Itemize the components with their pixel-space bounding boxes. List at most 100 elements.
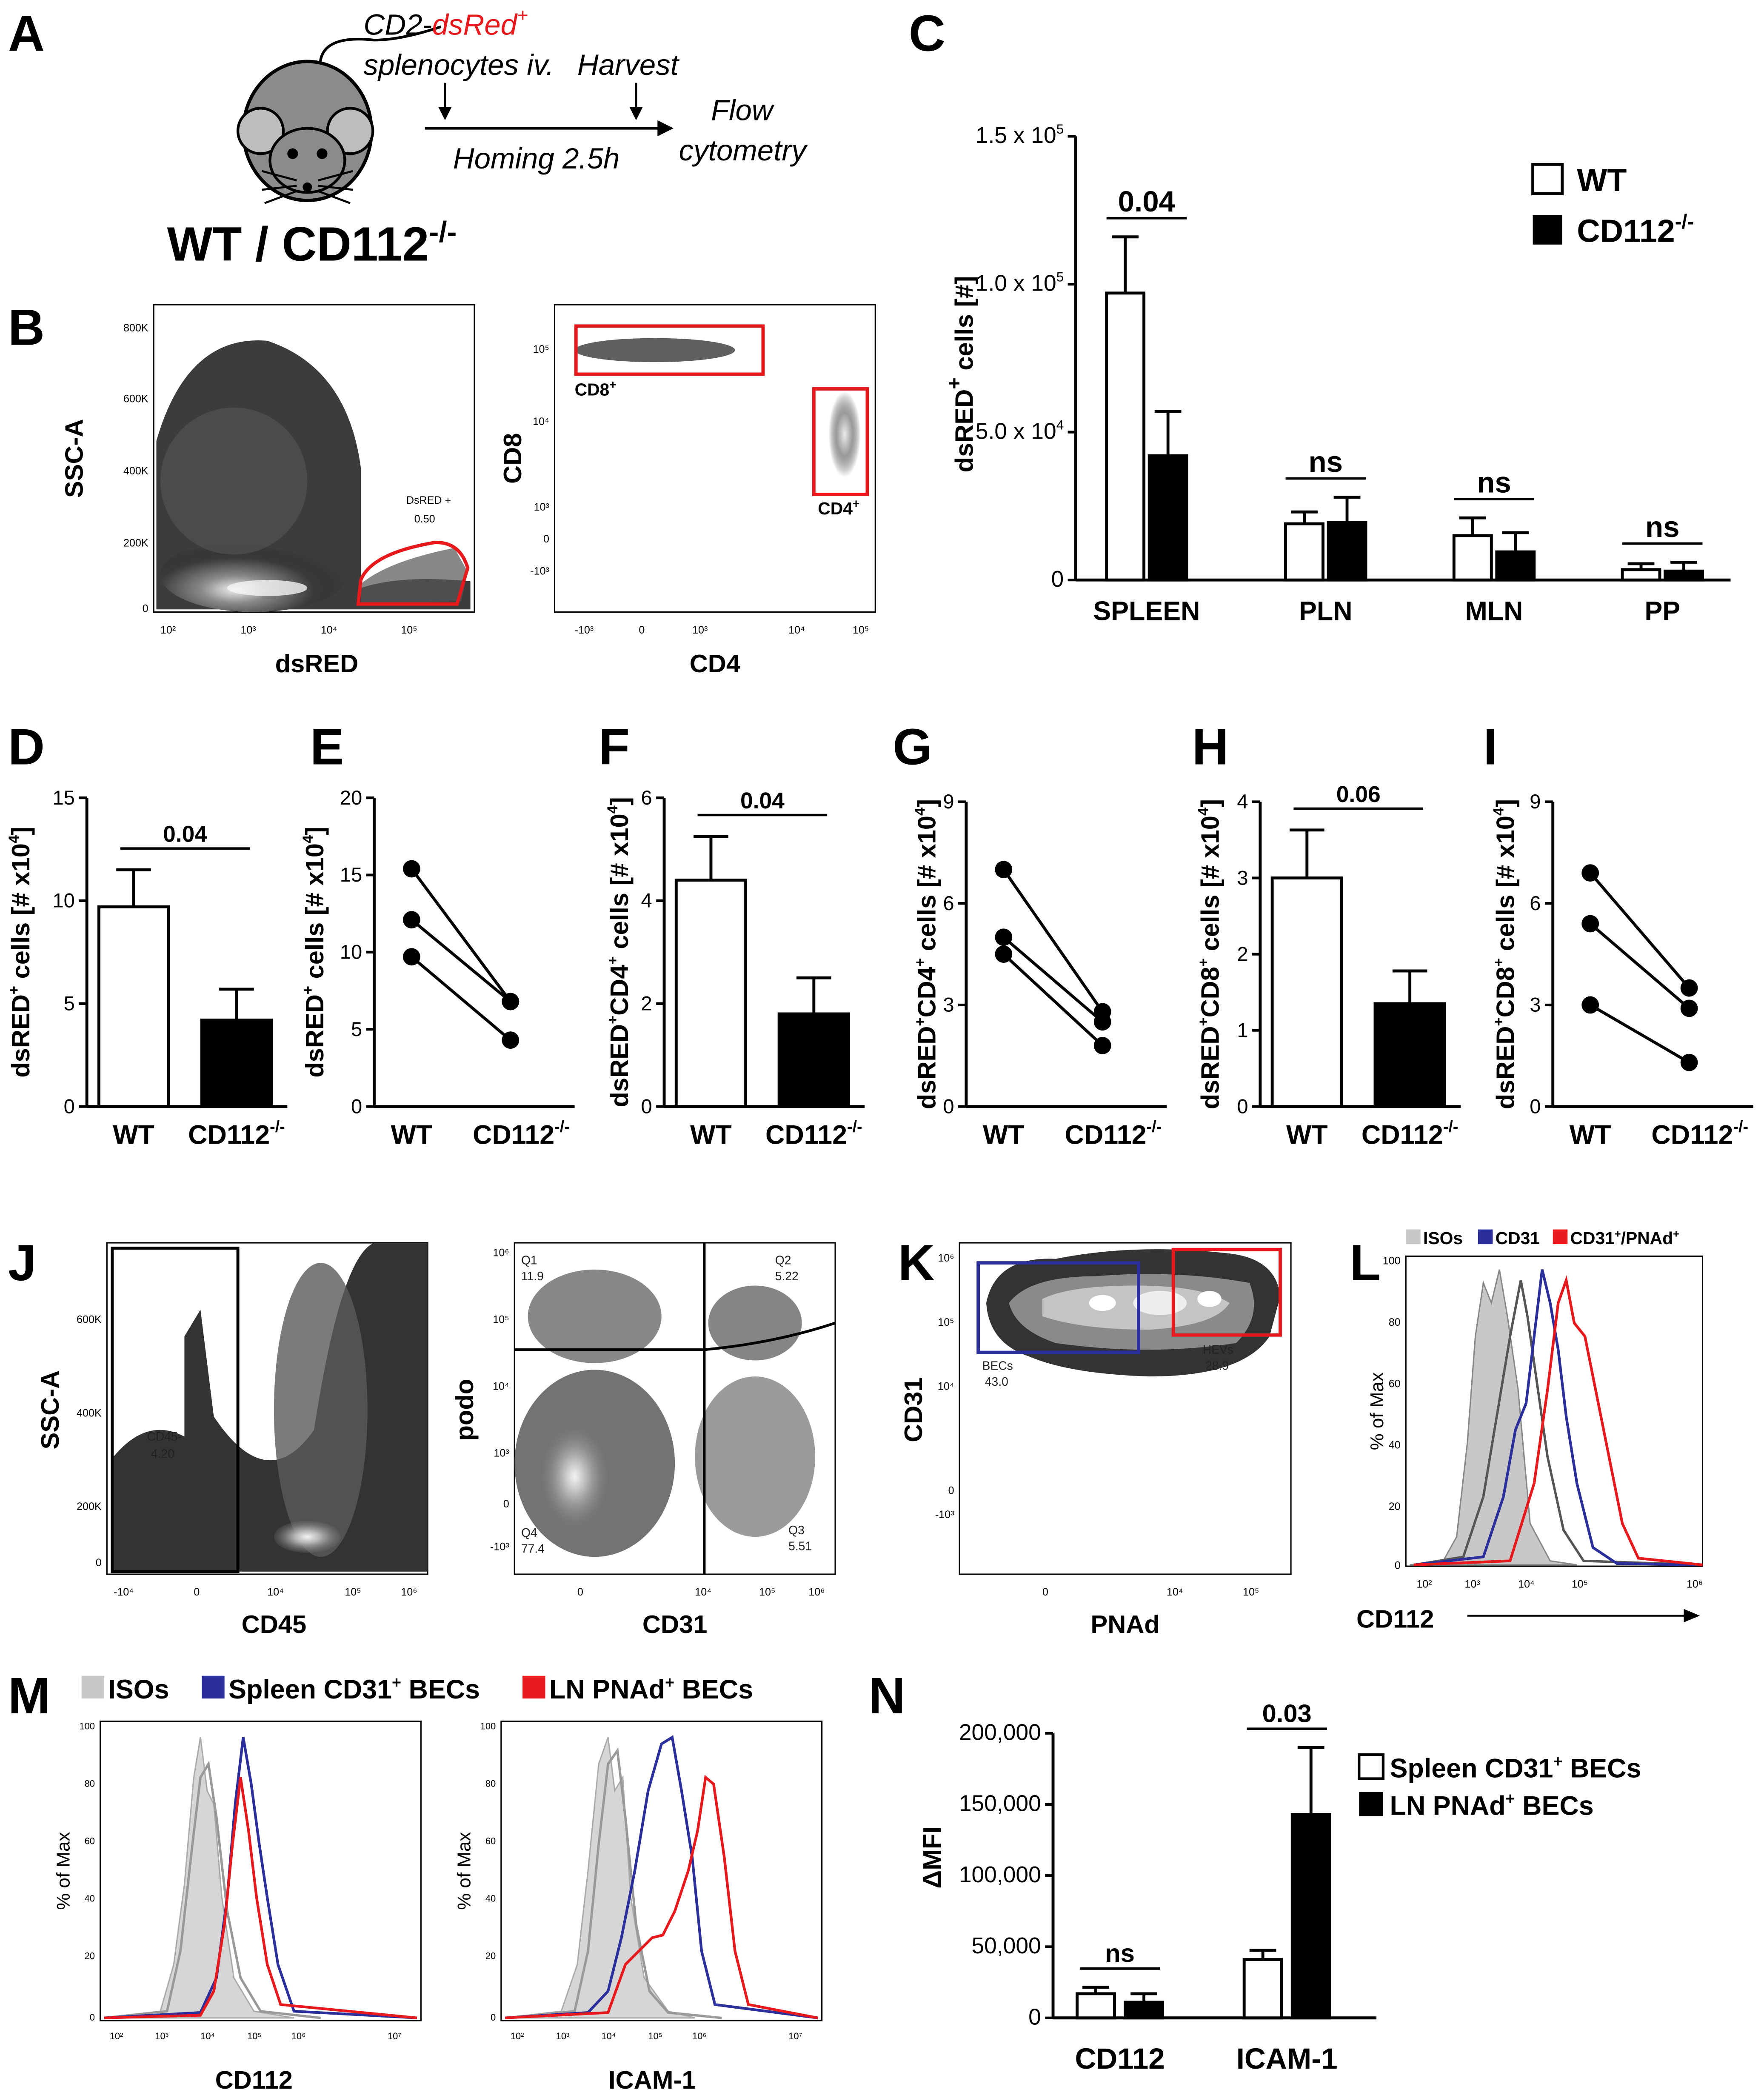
category-label: WT: [1570, 1120, 1611, 1150]
data-point: [1681, 1054, 1698, 1071]
chart-e: 05101520WT CD112-/-dsRED+ cells [# x104]: [300, 786, 575, 1150]
svg-text:10⁴: 10⁴: [788, 624, 805, 636]
y-axis-label: dsRED+ cells [# x104]: [6, 827, 35, 1078]
xlabel-icam-m: ICAM-1: [608, 2066, 696, 2094]
svg-text:40: 40: [85, 1893, 95, 1904]
xlabel-cd45: CD45: [242, 1610, 307, 1638]
svg-text:10⁵: 10⁵: [247, 2031, 262, 2041]
svg-text:10⁶: 10⁶: [938, 1252, 954, 1264]
y-tick-label: 0: [64, 1095, 75, 1117]
y-axis-label: dsRED+CD4+ cells [# x104]: [605, 797, 634, 1107]
flow-plot-dsred: DsRED + 0.50 800K 600K 400K 200K 0 10² 10…: [123, 305, 474, 636]
svg-text:40: 40: [485, 1893, 496, 1904]
bar: [1622, 570, 1660, 580]
panel-label-d: D: [8, 719, 45, 776]
data-point: [502, 993, 519, 1010]
significance-label: ns: [1645, 510, 1680, 543]
significance-label: 0.03: [1262, 1699, 1312, 1728]
xlabel-dsred: dsRED: [275, 649, 359, 678]
svg-text:HEVs: HEVs: [1203, 1343, 1233, 1356]
y-tick-label: 1.5 x 105: [976, 122, 1064, 148]
y-tick-label: 10: [52, 889, 74, 912]
y-tick-label: 3: [1237, 866, 1248, 889]
xlabel-cd112-l: CD112: [1356, 1605, 1434, 1633]
svg-text:10³: 10³: [240, 624, 256, 636]
svg-text:80: 80: [485, 1778, 496, 1789]
bar: [1125, 2002, 1163, 2018]
y-axis-label: dsRED+CD8+ cells [# x104]: [1195, 799, 1224, 1109]
y-axis-label: dsRED+ cells [# x104]: [300, 827, 329, 1078]
svg-text:-10³: -10³: [490, 1541, 509, 1553]
legend-l: ISOs CD31 CD31+/PNAd+: [1406, 1228, 1679, 1248]
svg-text:CD31: CD31: [1496, 1228, 1540, 1248]
pair-line: [1590, 924, 1689, 1008]
genotype-label: WT / CD112-/-: [167, 215, 457, 271]
svg-text:10²: 10²: [1416, 1578, 1432, 1590]
category-label: WT: [391, 1120, 433, 1150]
bar: [779, 1014, 848, 1107]
svg-text:10⁴: 10⁴: [533, 416, 549, 428]
panel-label-n: N: [869, 1668, 905, 1724]
y-tick-label: 4: [1237, 790, 1248, 813]
svg-text:10⁵: 10⁵: [648, 2031, 662, 2041]
panel-label-e: E: [310, 719, 344, 776]
svg-text:400K: 400K: [77, 1407, 102, 1419]
panel-label-c: C: [909, 5, 945, 62]
svg-text:10⁴: 10⁴: [493, 1381, 509, 1393]
svg-text:10⁴: 10⁴: [321, 624, 337, 636]
chart-i: 0369WT CD112-/-dsRED+CD8+ cells [# x104]: [1491, 790, 1753, 1150]
significance-label: 0.04: [1118, 185, 1176, 218]
svg-text:20: 20: [1389, 1501, 1401, 1513]
svg-text:-10³: -10³: [530, 565, 549, 577]
category-label: PP: [1644, 596, 1680, 626]
bar: [1286, 524, 1323, 580]
svg-text:10⁴: 10⁴: [200, 2031, 215, 2041]
bar: [1665, 571, 1703, 580]
svg-text:0: 0: [577, 1586, 583, 1598]
panel-label-f: F: [599, 719, 630, 776]
svg-text:0: 0: [1042, 1586, 1048, 1598]
bar: [1292, 1814, 1330, 2018]
panel-label-g: G: [893, 719, 932, 776]
svg-text:0: 0: [90, 2012, 95, 2023]
legend-n: Spleen CD31+ BECs LN PNAd+ BECs: [1359, 1752, 1641, 1821]
bar: [1497, 552, 1534, 580]
histogram-m-cd112: 100806040200 10² 10³ 10⁴ 10⁵ 10⁶ 10⁷: [79, 1721, 421, 2041]
bar: [676, 880, 745, 1107]
data-point: [1581, 915, 1599, 933]
svg-text:10⁶: 10⁶: [493, 1247, 509, 1259]
svg-text:10³: 10³: [155, 2031, 168, 2041]
y-tick-label: 200,000: [959, 1720, 1041, 1745]
svg-text:60: 60: [485, 1835, 496, 1846]
bar: [1244, 1960, 1282, 2018]
data-point: [403, 860, 420, 878]
svg-text:0: 0: [639, 624, 645, 636]
y-tick-label: 5.0 x 104: [976, 417, 1064, 444]
pair-line: [1004, 954, 1102, 1046]
svg-text:10³: 10³: [534, 501, 549, 513]
category-label: MLN: [1465, 596, 1523, 626]
svg-text:10⁴: 10⁴: [1518, 1578, 1535, 1590]
figure-canvas: A WT / CD112-/- CD2-dsRed+ splenocytes i…: [0, 0, 1764, 2098]
svg-text:20: 20: [485, 1951, 496, 1961]
legend-c: WT CD112-/-: [1533, 162, 1694, 248]
y-tick-label: 6: [641, 786, 652, 809]
ylabel-m2: % of Max: [454, 1832, 475, 1910]
panel-label-j: J: [8, 1235, 36, 1291]
svg-text:10²: 10²: [511, 2031, 524, 2041]
svg-text:200K: 200K: [77, 1501, 102, 1513]
y-tick-label: 4: [641, 889, 652, 912]
svg-text:10⁴: 10⁴: [601, 2031, 616, 2041]
y-tick-label: 6: [943, 892, 954, 914]
ylabel-l: % of Max: [1367, 1372, 1387, 1450]
svg-text:10⁷: 10⁷: [788, 2031, 802, 2041]
svg-text:BECs: BECs: [982, 1359, 1013, 1372]
svg-text:0: 0: [491, 2012, 496, 2023]
svg-text:100: 100: [480, 1721, 496, 1731]
panel-label-k: K: [898, 1235, 935, 1291]
homing-label: Homing 2.5h: [453, 142, 620, 175]
svg-text:60: 60: [1389, 1378, 1401, 1390]
pair-line: [411, 869, 510, 1002]
y-tick-label: 100,000: [959, 1862, 1041, 1887]
category-label: CD112-/-: [473, 1117, 570, 1150]
